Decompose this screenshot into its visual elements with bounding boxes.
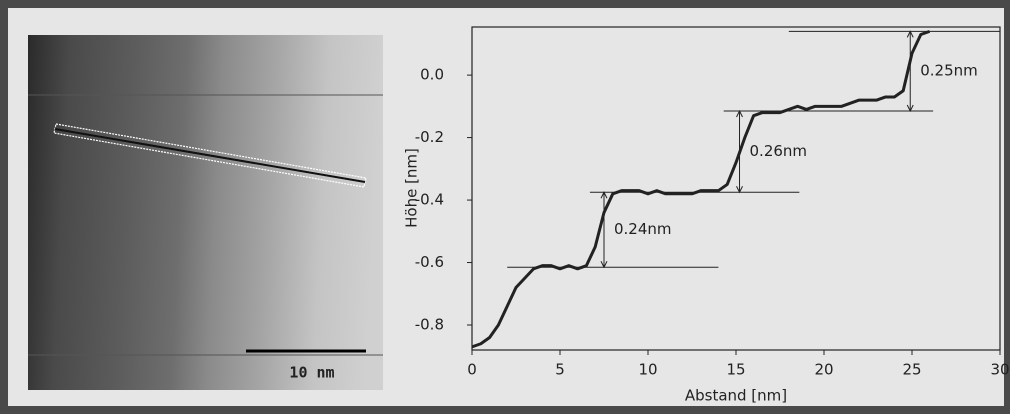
y-tick-label: 0.0 [420,66,444,84]
stm-image [28,35,383,390]
scale-label: 10 nm [289,364,334,382]
x-tick-label: 0 [467,361,477,379]
y-tick-label: -0.6 [415,253,444,271]
arrow-head [906,104,914,113]
arrow-head [906,30,914,38]
step-label: 0.24nm [614,220,672,238]
x-tick-label: 15 [726,361,745,379]
y-tick-label: -0.2 [415,128,444,146]
profile-curve [471,29,931,349]
y-tick-label: -0.8 [415,316,444,334]
x-tick-label: 5 [555,361,565,379]
x-tick-label: 10 [638,361,657,379]
x-tick-label: 30 [990,361,1009,379]
x-tick-label: 20 [814,361,833,379]
arrow-head [600,191,608,199]
profile-line [54,128,366,183]
x-axis-label: Abstand [nm] [685,387,787,405]
arrow-head [736,109,743,118]
step-label: 0.25nm [920,62,978,80]
arrow-head [736,186,743,194]
x-tick-label: 25 [902,361,921,379]
y-axis-label: Höhe [nm] [403,148,421,228]
step-label: 0.26nm [750,142,808,160]
arrow-head [600,260,608,269]
y-tick-label: -0.4 [415,191,444,209]
